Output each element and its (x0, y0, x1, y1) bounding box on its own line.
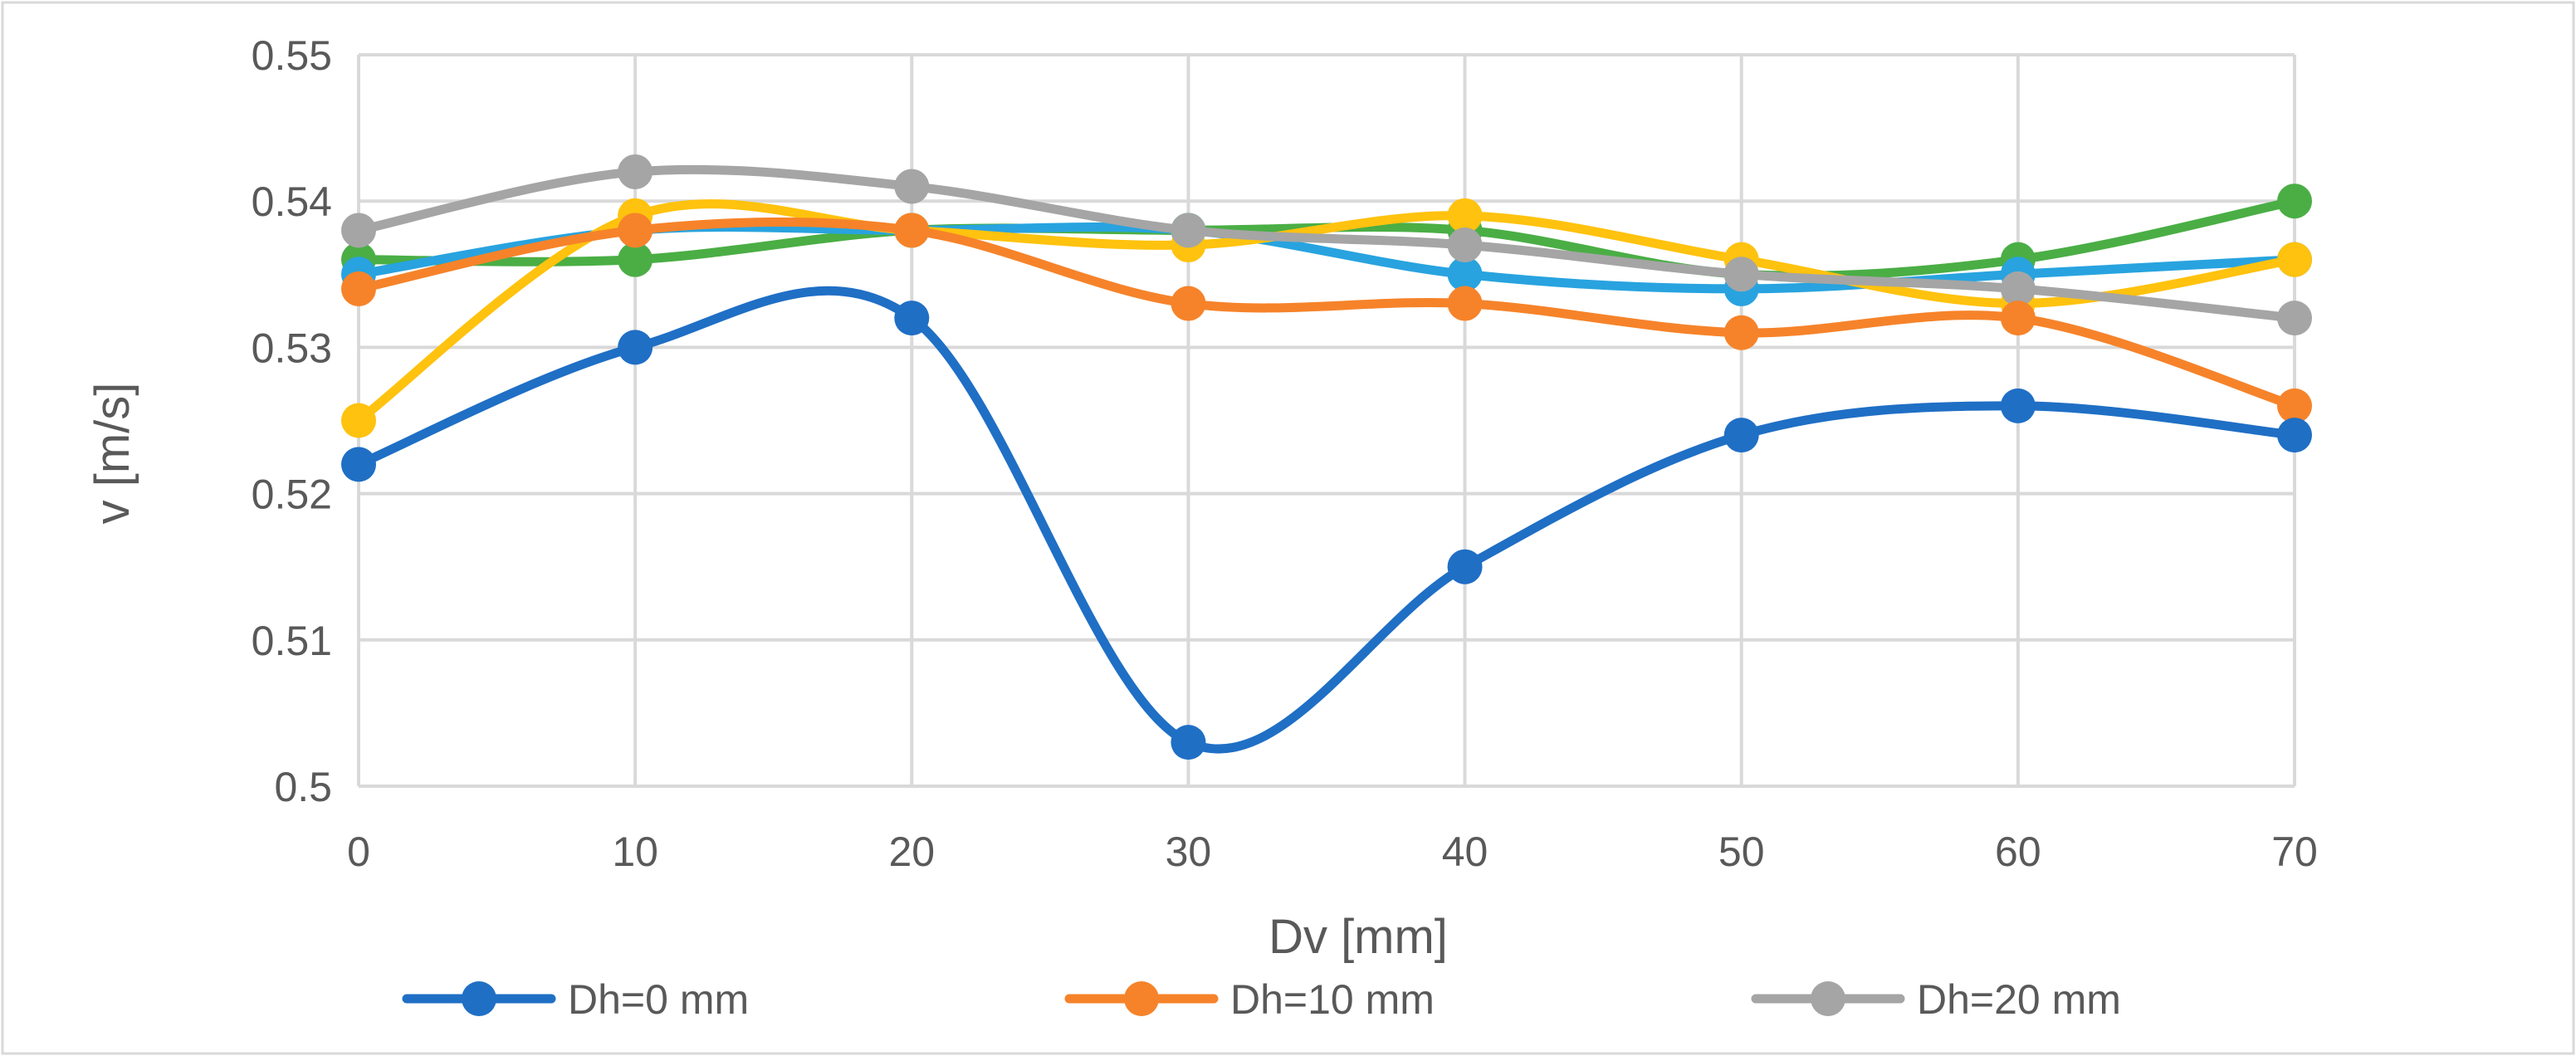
data-point (1723, 257, 1759, 292)
data-point (618, 213, 653, 248)
legend-item: Dh=0 mm (402, 976, 749, 1023)
data-point (2000, 388, 2036, 423)
y-tick-label: 0.52 (252, 472, 332, 518)
tick-labels: 0.5 0.51 0.52 0.53 0.54 0.55 0 10 20 30 40 50 60 70 (252, 32, 2318, 875)
legend-label: Dh=10 mm (1230, 976, 1435, 1023)
data-point (618, 154, 653, 189)
x-tick-label: 30 (1166, 829, 1212, 875)
data-point (1447, 257, 1483, 292)
data-point (894, 169, 930, 204)
x-axis-title: Dv [mm] (1268, 910, 1448, 964)
y-tick-label: 0.55 (252, 32, 332, 79)
x-tick-label: 0 (347, 829, 370, 875)
x-tick-label: 40 (1442, 829, 1488, 875)
legend-item: Dh=20 mm (1751, 976, 2121, 1023)
legend-label: Dh=20 mm (1917, 976, 2121, 1023)
legend-label: Dh=0 mm (568, 976, 749, 1023)
data-point (1723, 418, 1759, 453)
x-tick-label: 60 (1995, 829, 2041, 875)
legend-item: Dh=10 mm (1064, 976, 1435, 1023)
data-point (2277, 242, 2312, 277)
legend-swatch-marker (1811, 981, 1845, 1016)
data-point (1447, 549, 1483, 584)
x-tick-label: 50 (1718, 829, 1765, 875)
y-tick-label: 0.51 (252, 618, 332, 664)
data-point (894, 213, 930, 248)
data-point (2277, 418, 2312, 453)
y-tick-label: 0.54 (252, 178, 332, 225)
data-point (1171, 213, 1206, 248)
data-point (1447, 227, 1483, 263)
x-tick-label: 70 (2271, 829, 2318, 875)
data-point (618, 242, 653, 277)
data-point (618, 330, 653, 365)
series-line (354, 217, 2300, 411)
data-point (341, 271, 376, 306)
legend-swatch-marker (1124, 981, 1159, 1016)
data-point (2000, 301, 2036, 336)
data-point (1171, 286, 1206, 321)
x-tick-label: 10 (612, 829, 658, 875)
data-point (2277, 183, 2312, 219)
series-dh-0-mm (341, 286, 2312, 760)
data-point (2277, 301, 2312, 336)
series-dh-20-mm (341, 154, 2312, 336)
series-dh-10-mm (341, 213, 2312, 423)
data-point (341, 403, 376, 438)
x-tick-label: 20 (888, 829, 935, 875)
data-point (1447, 286, 1483, 321)
y-axis-title: v [m/s] (86, 383, 139, 525)
data-point (1171, 725, 1206, 760)
data-point (341, 213, 376, 248)
data-point (2277, 388, 2312, 423)
data-point (1447, 198, 1483, 233)
legend-swatch-marker (462, 981, 496, 1016)
series-line (354, 286, 2300, 754)
data-point (341, 447, 376, 482)
y-tick-label: 0.53 (252, 325, 332, 371)
series-layer (341, 154, 2312, 760)
data-point (1723, 315, 1759, 350)
data-point (2000, 271, 2036, 306)
series-line (354, 164, 2300, 323)
y-tick-label: 0.5 (274, 764, 332, 810)
data-point (894, 301, 930, 336)
legend: Dh=0 mm Dh=10 mm Dh=20 mm (402, 976, 2121, 1023)
